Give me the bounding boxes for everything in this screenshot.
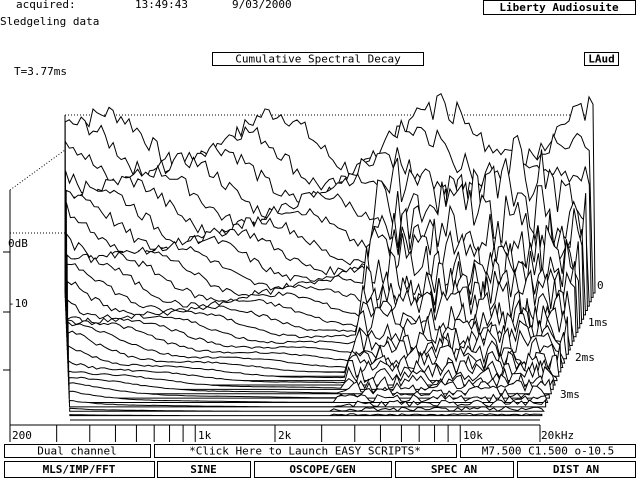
app-name: Liberty Audiosuite [499,1,619,14]
x-label: 20kHz [541,429,574,442]
y-label: 0dB [8,237,28,250]
plot-title: Cumulative Spectral Decay [235,53,401,66]
x-label: 1k [198,429,212,442]
x-label: 10k [463,429,483,442]
menu-button[interactable]: DIST AN [553,463,599,476]
time-label: 3ms [560,388,580,401]
acquired-date: 9/03/2000 [232,0,292,11]
scripts-button-box[interactable] [154,444,457,458]
plot-title-box [212,52,424,66]
scripts-button[interactable]: *Click Here to Launch EASY SCRIPTS* [189,445,421,458]
menu-button-box[interactable] [4,461,155,478]
x-label: 2k [278,429,292,442]
x-axis-ticks [9,425,541,442]
badge: LAud [588,53,615,66]
decay-slice [67,345,558,382]
time-label: 2ms [575,351,595,364]
menu-button-box[interactable] [254,461,392,478]
status-settings-box [460,444,636,458]
time-label: 0 [597,279,604,292]
menu-button[interactable]: SINE [190,463,217,476]
decay-slice [69,405,545,412]
x-label: 200 [12,429,32,442]
decay-slice [68,370,554,390]
status-mode: Dual channel [37,445,116,458]
decay-slice [67,319,564,368]
menu-bar: MLS/IMP/FFT SINE OSCOPE/GEN SPEC AN DIST AN [4,461,636,478]
menu-button-box[interactable] [517,461,636,478]
badge-box [584,52,619,66]
menu-button-box[interactable] [157,461,251,478]
status-mode-box [4,444,151,458]
waterfall [64,92,596,421]
time-label: 1ms [588,316,608,329]
decay-slice [68,359,556,386]
menu-button-box[interactable] [395,461,514,478]
dataset-name: Sledgeling data [0,15,99,28]
decay-slice [67,320,562,373]
decay-slice [69,412,543,417]
menu-button[interactable]: SPEC AN [431,463,477,476]
acquired-time: 13:49:43 [135,0,188,11]
decay-slice [68,390,549,404]
app-name-box [483,0,636,15]
time-note: T=3.77ms [14,65,67,78]
menu-button[interactable]: MLS/IMP/FFT [43,463,116,476]
y-label: -10 [8,297,28,310]
decay-slice [68,398,547,408]
menu-button[interactable]: OSCOPE/GEN [289,463,355,476]
acquired-label: acquired: [16,0,76,11]
status-settings: M7.500 C1.500 o-10.5 [482,445,614,458]
